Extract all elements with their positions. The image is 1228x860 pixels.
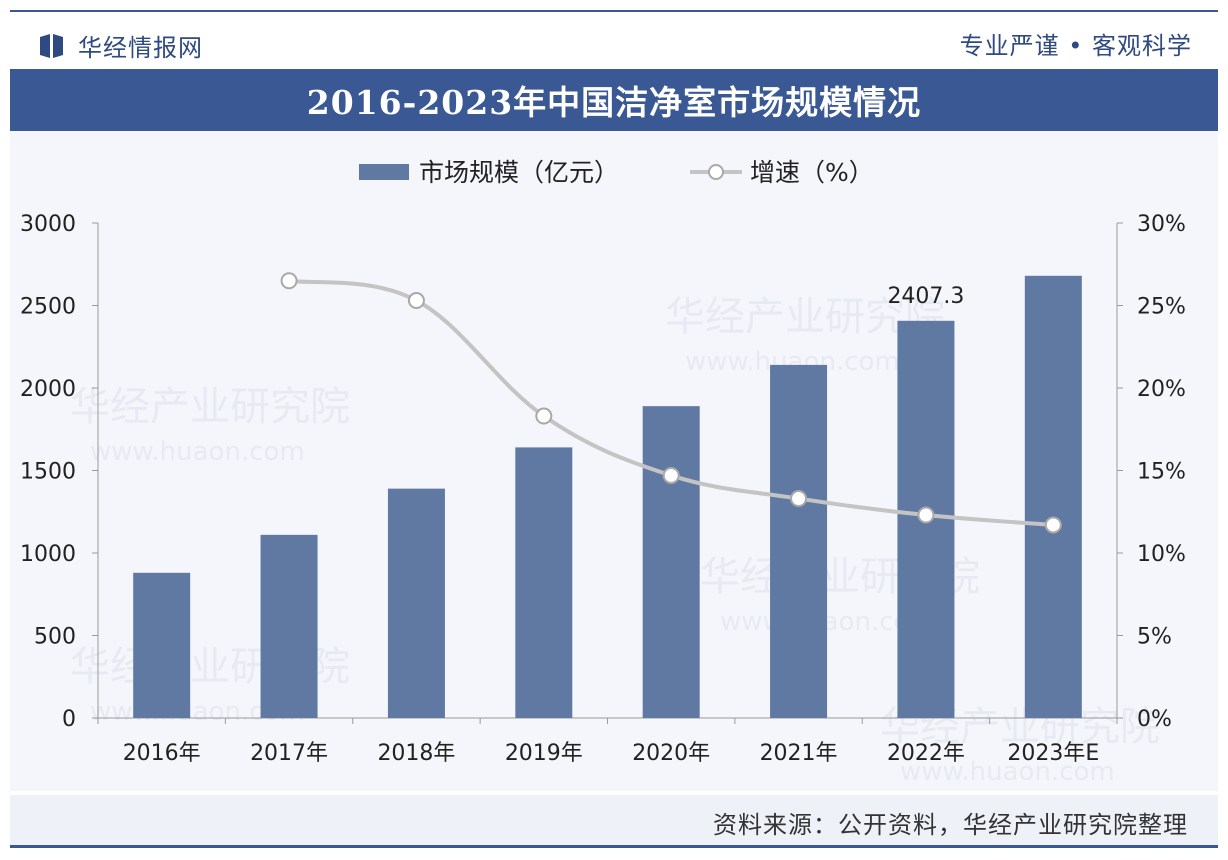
bar (387, 488, 445, 718)
growth-point (407, 292, 425, 310)
bottom-rule (10, 845, 1218, 848)
watermark-url: www.huaon.com (90, 437, 305, 467)
legend-label-bar: 市场规模（亿元） (419, 158, 619, 187)
growth-point (280, 272, 298, 290)
watermark-url: www.huaon.com (900, 757, 1115, 787)
plot-background (10, 131, 1218, 791)
x-tick-label: 2016年 (123, 741, 201, 766)
chart-svg: 华经产业研究院www.huaon.com华经产业研究院www.huaon.com… (20, 158, 1186, 787)
growth-point (662, 466, 680, 484)
growth-point (535, 407, 553, 425)
y-left-tick-label: 1500 (20, 460, 76, 485)
y-right-tick-label: 15% (1137, 460, 1186, 485)
source-note: 资料来源：公开资料，华经产业研究院整理 (713, 811, 1188, 839)
growth-point (1044, 516, 1062, 534)
y-right-tick-label: 30% (1137, 212, 1186, 237)
growth-point (917, 506, 935, 524)
chart-title: 2016-2023年中国洁净室市场规模情况 (306, 83, 922, 122)
title-bar: 2016-2023年中国洁净室市场规模情况 (10, 69, 1218, 131)
x-tick-label: 2020年 (632, 741, 710, 766)
y-right-tick-label: 0% (1137, 707, 1172, 732)
brand: 华经情报网 (38, 28, 203, 63)
bar (260, 534, 318, 718)
x-tick-label: 2017年 (250, 741, 328, 766)
bar (770, 364, 828, 718)
legend-label-line: 增速（%） (750, 158, 874, 187)
y-right-tick-label: 20% (1137, 377, 1186, 402)
slogan: 专业严谨 • 客观科学 (959, 32, 1192, 60)
growth-point (790, 490, 808, 508)
y-left-tick-label: 2000 (20, 377, 76, 402)
y-left-tick-label: 1000 (20, 542, 76, 567)
top-rule (10, 10, 1218, 12)
data-label: 2407.3 (887, 284, 964, 309)
bar (133, 572, 191, 718)
x-tick-label: 2021年 (760, 741, 838, 766)
bar (1024, 275, 1082, 718)
watermark-text: 华经产业研究院 (70, 384, 350, 430)
brand-logo-icon (38, 33, 68, 59)
legend-swatch-bar (359, 164, 409, 180)
y-right-tick-label: 25% (1137, 295, 1186, 320)
y-left-tick-label: 3000 (20, 212, 76, 237)
x-tick-label: 2018年 (377, 741, 455, 766)
bar (515, 447, 573, 718)
x-tick-label: 2022年 (887, 741, 965, 766)
y-left-tick-label: 0 (62, 707, 76, 732)
brand-name: 华经情报网 (78, 34, 203, 62)
y-left-tick-label: 2500 (20, 295, 76, 320)
y-left-tick-label: 500 (34, 625, 76, 650)
source-bar: 资料来源：公开资料，华经产业研究院整理 (10, 795, 1218, 847)
legend-marker-line (708, 164, 724, 180)
x-tick-label: 2023年E (1007, 741, 1099, 766)
y-right-tick-label: 10% (1137, 542, 1186, 567)
x-tick-label: 2019年 (505, 741, 583, 766)
y-right-tick-label: 5% (1137, 625, 1172, 650)
bar (642, 406, 700, 718)
